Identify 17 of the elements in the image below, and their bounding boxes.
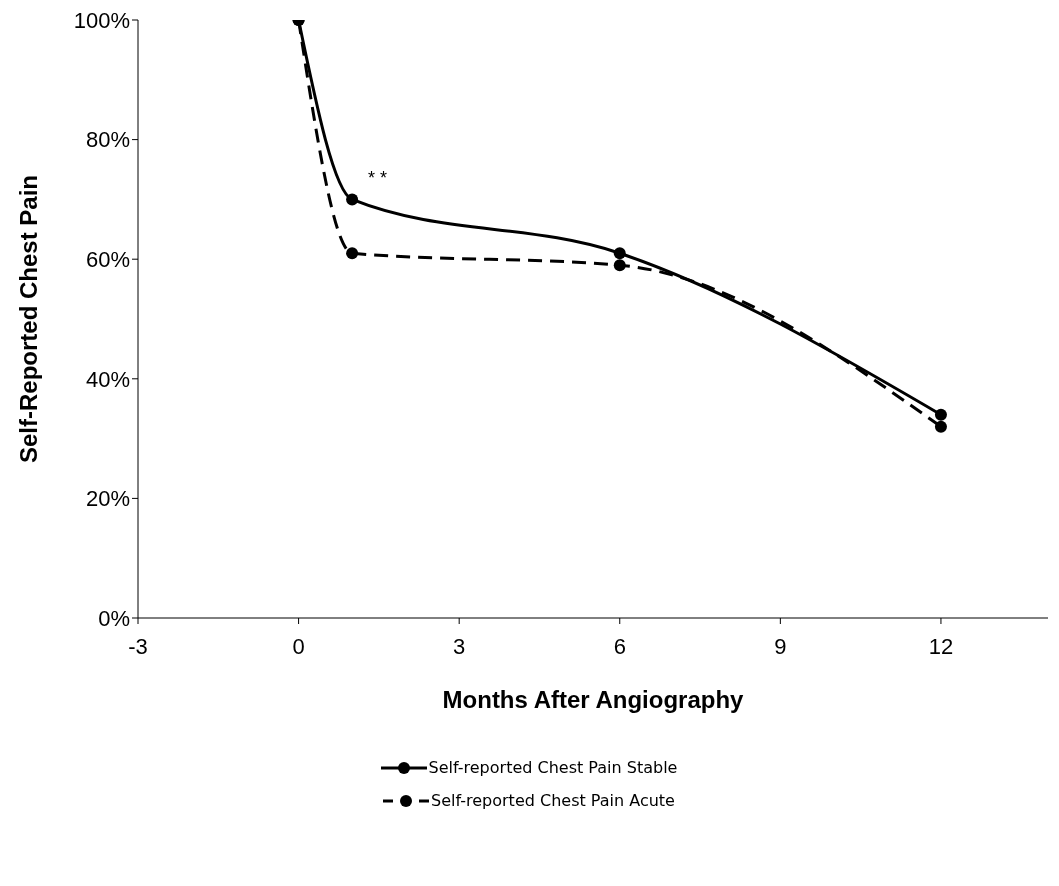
legend-label: Self-reported Chest Pain Acute [431, 791, 675, 810]
x-tick-label: 6 [613, 633, 626, 659]
x-tick-label: 0 [292, 633, 305, 659]
y-tick-label: 60% [85, 247, 130, 273]
y-tick-label: 100% [73, 7, 130, 33]
x-tick-label: 9 [774, 633, 787, 659]
legend-label: Self-reported Chest Pain Stable [428, 758, 678, 777]
y-tick-label: 20% [85, 486, 130, 512]
x-tick-label: -3 [128, 633, 148, 659]
annotation: * * [368, 168, 388, 189]
y-tick-label: 80% [85, 127, 130, 153]
x-tick-label: 12 [928, 633, 954, 659]
y-tick-label: 40% [85, 366, 130, 392]
y-tick-label: 0% [98, 605, 130, 631]
y-axis-title: Self-Reported Chest Pain [14, 174, 42, 464]
x-tick-label: 3 [453, 633, 466, 659]
x-axis-title: Months After Angiography [442, 686, 745, 713]
